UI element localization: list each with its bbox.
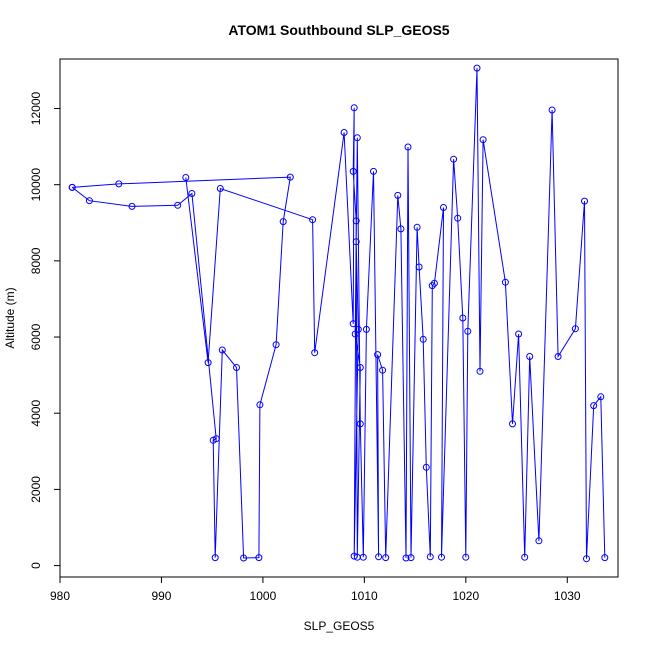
data-point	[521, 553, 529, 561]
y-tick-label: 4000	[29, 400, 43, 427]
data-point	[548, 106, 556, 114]
data-point	[397, 225, 405, 233]
data-point	[286, 173, 294, 181]
data-point	[115, 180, 123, 188]
data-point	[359, 553, 367, 561]
data-point	[352, 238, 360, 246]
data-point	[462, 553, 470, 561]
data-point	[311, 349, 319, 357]
data-point	[350, 104, 358, 112]
series-layer	[68, 64, 609, 563]
data-point	[272, 341, 280, 349]
data-point	[476, 367, 484, 375]
data-point	[374, 351, 382, 359]
data-point	[279, 218, 287, 226]
data-point	[419, 335, 427, 343]
data-point	[473, 64, 481, 72]
data-point	[440, 204, 447, 211]
data-point	[233, 364, 240, 371]
y-tick-label: 0	[29, 562, 43, 569]
y-tick-label: 8000	[29, 247, 43, 274]
data-point	[255, 554, 263, 562]
data-point	[407, 554, 415, 562]
x-tick-label: 1020	[452, 589, 479, 603]
chart-title: ATOM1 Southbound SLP_GEOS5	[228, 22, 449, 38]
plot-frame	[59, 58, 619, 578]
data-point	[128, 202, 136, 210]
data-point	[216, 185, 224, 192]
data-point	[68, 183, 76, 191]
data-point	[362, 325, 370, 333]
data-point	[402, 554, 410, 562]
data-point	[352, 217, 360, 225]
data-point	[554, 353, 562, 360]
data-point	[182, 174, 190, 181]
data-point	[350, 552, 358, 560]
y-axis: 0 2000 4000 6000 8000 10000 12000	[29, 92, 60, 569]
data-point	[211, 554, 219, 562]
data-point	[430, 279, 438, 287]
data-point	[450, 155, 458, 163]
data-point	[209, 436, 217, 444]
data-point	[375, 553, 383, 561]
data-point	[515, 330, 523, 338]
data-point	[256, 401, 264, 409]
data-point	[535, 537, 543, 545]
data-point	[218, 346, 226, 354]
data-point	[85, 197, 93, 205]
data-point	[601, 554, 609, 562]
data-point	[509, 420, 516, 428]
data-point	[379, 366, 387, 374]
x-axis: 980 990 1000 1010 1020 1030	[50, 577, 581, 603]
data-point	[454, 214, 462, 222]
data-point	[479, 136, 487, 144]
x-axis-label: SLP_GEOS5	[304, 619, 375, 633]
data-point	[351, 330, 359, 338]
y-axis-label: Altitude (m)	[3, 287, 17, 348]
data-point	[188, 190, 196, 197]
data-point	[349, 167, 357, 175]
data-point	[501, 278, 509, 286]
data-point	[340, 129, 348, 136]
data-point	[415, 263, 423, 271]
data-point	[404, 143, 412, 151]
y-tick-label: 6000	[29, 323, 43, 350]
x-tick-label: 1030	[554, 589, 581, 603]
data-point	[464, 327, 472, 335]
y-tick-label: 10000	[29, 168, 43, 202]
data-point	[422, 463, 430, 471]
data-point	[581, 197, 588, 205]
data-point	[349, 320, 357, 328]
data-point	[428, 282, 436, 290]
data-point	[382, 554, 390, 562]
data-point	[356, 420, 364, 428]
x-tick-label: 1000	[250, 589, 277, 603]
data-point	[597, 393, 605, 401]
series-line-0	[71, 176, 291, 559]
data-point	[413, 223, 421, 231]
data-point	[394, 191, 402, 199]
data-point	[370, 167, 377, 175]
data-point	[571, 325, 579, 333]
data-point	[240, 554, 248, 562]
data-point	[583, 555, 590, 563]
data-point	[353, 134, 361, 142]
y-tick-label: 12000	[29, 92, 43, 126]
data-point	[174, 201, 182, 209]
data-point	[309, 216, 317, 224]
y-tick-label: 2000	[29, 476, 43, 503]
x-tick-label: 990	[151, 589, 171, 603]
data-point	[426, 553, 434, 561]
data-point	[438, 553, 445, 561]
data-point	[526, 353, 534, 360]
data-point	[459, 314, 467, 322]
data-point	[204, 359, 212, 367]
x-tick-label: 1010	[351, 589, 378, 603]
data-point	[356, 364, 364, 371]
series-line-1	[185, 68, 606, 559]
x-tick-label: 980	[50, 589, 70, 603]
data-point	[590, 402, 598, 410]
